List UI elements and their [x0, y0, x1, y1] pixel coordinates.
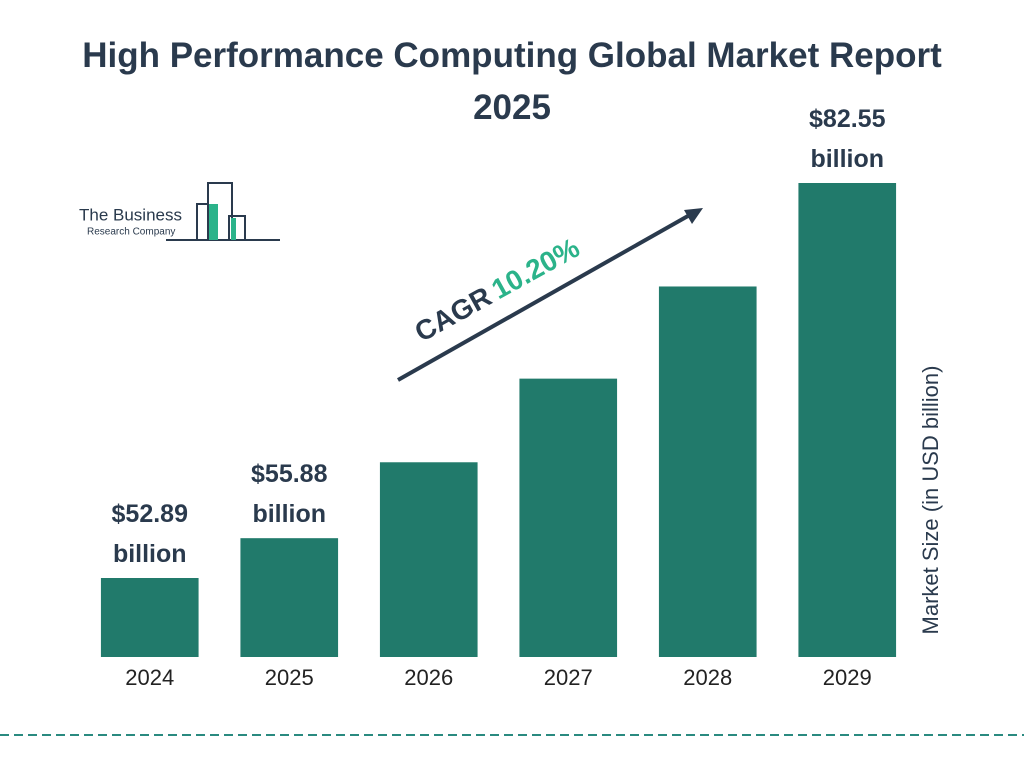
- x-tick-label: 2029: [823, 665, 872, 690]
- cagr-value: 10.20%: [486, 232, 584, 305]
- y-axis-label: Market Size (in USD billion): [918, 366, 943, 635]
- bar: [519, 378, 618, 657]
- logo-accent: [209, 204, 218, 240]
- value-label: $82.55 billion: [809, 105, 886, 173]
- bar: [658, 286, 757, 657]
- x-tick-label: 2024: [125, 665, 174, 690]
- logo: [166, 182, 280, 241]
- arrow-head: [684, 208, 703, 224]
- logo-text: Research Company: [87, 227, 175, 238]
- logo-accent: [231, 218, 236, 240]
- bar: [798, 183, 897, 657]
- bar: [240, 538, 339, 657]
- x-tick-label: 2025: [265, 665, 314, 690]
- logo-text: The Business: [79, 205, 182, 224]
- chart-title: High Performance Computing Global Market…: [82, 36, 942, 127]
- x-tick-label: 2026: [404, 665, 453, 690]
- bar: [100, 578, 199, 657]
- value-label: $55.88 billion: [251, 460, 328, 529]
- bar: [379, 462, 478, 657]
- x-tick-label: 2028: [683, 665, 732, 690]
- value-label: $52.89 billion: [111, 500, 188, 568]
- trend-arrow: [397, 210, 696, 382]
- x-tick-label: 2027: [544, 665, 593, 690]
- cagr-label: CAGR: [409, 281, 496, 348]
